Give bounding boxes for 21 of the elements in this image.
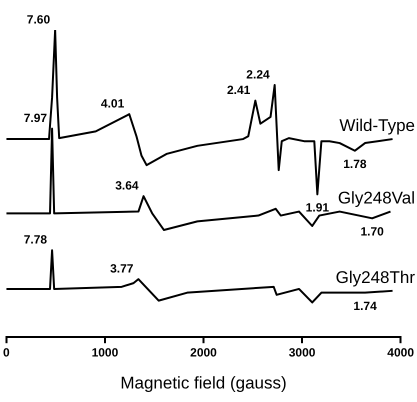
annotation: 1.70 <box>360 224 384 239</box>
x-tick-label: 2000 <box>190 346 218 360</box>
annotation: 1.78 <box>343 157 367 172</box>
annotation: 1.74 <box>353 298 378 313</box>
series-label: Gly248Val <box>338 188 415 208</box>
annotation: 7.60 <box>26 12 50 26</box>
x-tick-label: 1000 <box>92 346 119 360</box>
annotation: 7.97 <box>24 110 48 125</box>
x-axis-title: Magnetic field (gauss) <box>120 373 287 392</box>
annotation: 3.77 <box>110 261 134 276</box>
x-tick-label: 4000 <box>387 346 414 360</box>
series-label: Gly248Thr <box>336 268 416 287</box>
annotation: 2.41 <box>226 82 251 97</box>
annotation: 1.91 <box>306 200 330 215</box>
annotation: 2.24 <box>246 67 270 82</box>
x-tick-label: 3000 <box>288 346 316 360</box>
series-label: Wild-Type <box>339 116 415 136</box>
annotation: 4.01 <box>100 96 125 110</box>
x-tick-label: 0 <box>2 346 10 360</box>
annotation: 3.64 <box>115 178 139 193</box>
annotation: 7.78 <box>24 232 48 247</box>
